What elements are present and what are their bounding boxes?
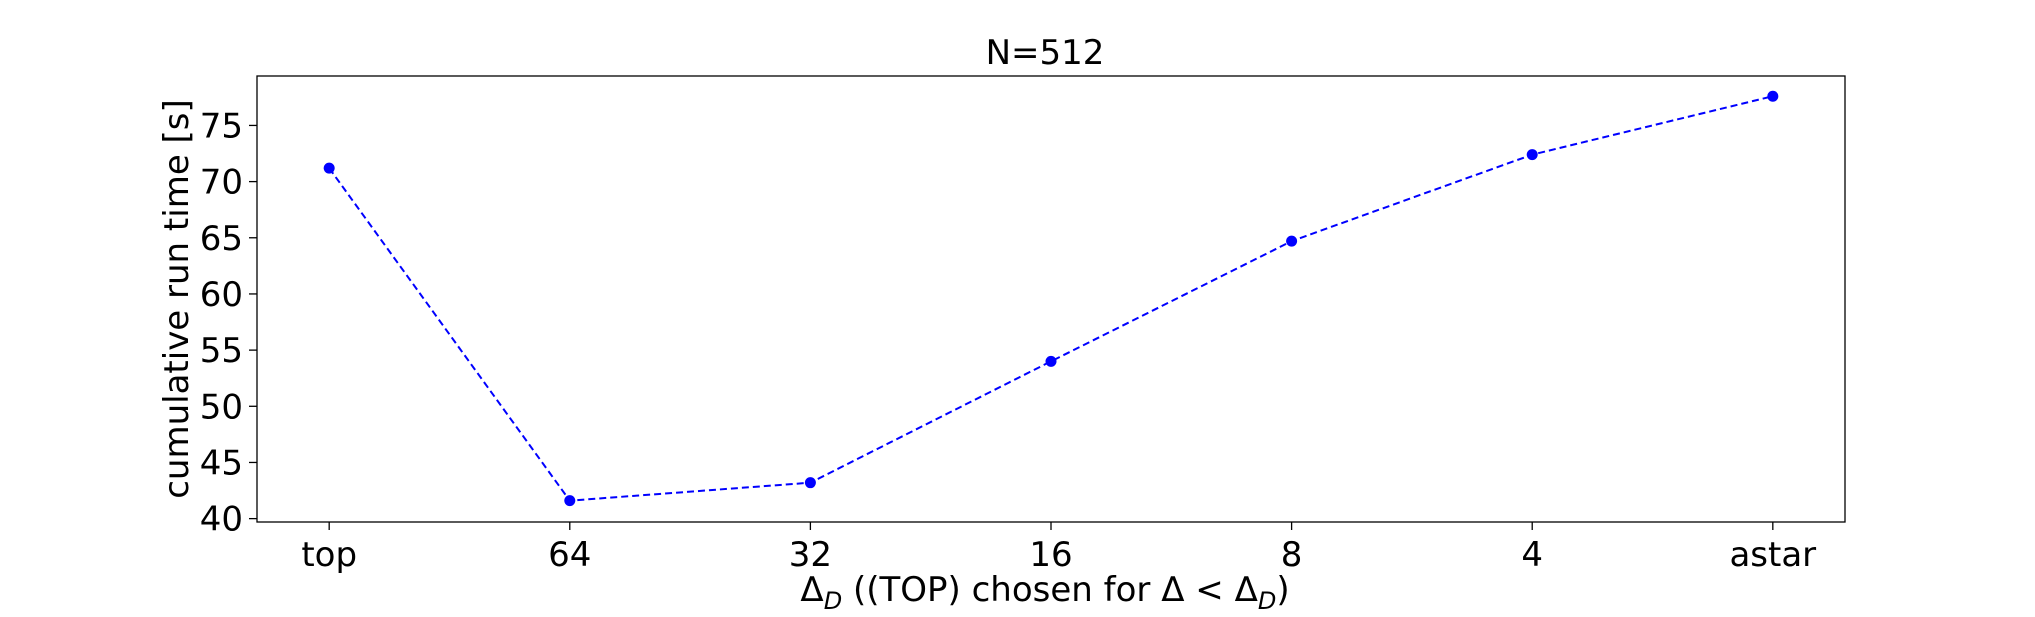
data-point (1286, 235, 1298, 247)
x-tick-label: 64 (548, 535, 591, 575)
data-point (804, 477, 816, 489)
y-tick-label: 65 (200, 219, 243, 259)
x-tick-label: top (301, 535, 357, 575)
x-tick-label: 32 (789, 535, 832, 575)
x-tick-label: astar (1729, 535, 1816, 575)
x-axis-ticks: top 64 32 16 8 4 astar (301, 522, 1816, 575)
plot-frame (256, 75, 1846, 523)
series-line (328, 95, 1774, 502)
x-label-middle: ((TOP) chosen for Δ < Δ (842, 570, 1258, 610)
y-tick-label: 60 (200, 275, 243, 315)
x-label-delta: Δ (800, 570, 823, 610)
x-label-sub: D (824, 587, 842, 613)
data-point (323, 162, 335, 174)
x-label-sub2: D (1258, 587, 1276, 613)
y-tick-label: 70 (200, 163, 243, 203)
y-tick-label: 50 (200, 387, 243, 427)
y-tick-label: 75 (200, 106, 243, 146)
x-tick-label: 4 (1521, 535, 1543, 575)
y-axis-ticks: 40 45 50 55 60 65 70 75 (200, 106, 257, 540)
data-point (564, 495, 576, 507)
data-point (1526, 149, 1538, 161)
x-label-end: ) (1276, 570, 1289, 610)
y-tick-label: 40 (200, 500, 243, 540)
y-tick-label: 45 (200, 443, 243, 483)
x-tick-label: 16 (1029, 535, 1072, 575)
chart-title: N=512 (986, 33, 1105, 73)
series-layer (323, 90, 1779, 507)
x-tick-label: 8 (1281, 535, 1303, 575)
data-point (1767, 90, 1779, 102)
y-tick-label: 55 (200, 331, 243, 371)
x-axis-label: ΔD ((TOP) chosen for Δ < ΔD) (800, 570, 1289, 613)
y-axis-label: cumulative run time [s] (157, 99, 197, 499)
data-point (1045, 355, 1057, 367)
